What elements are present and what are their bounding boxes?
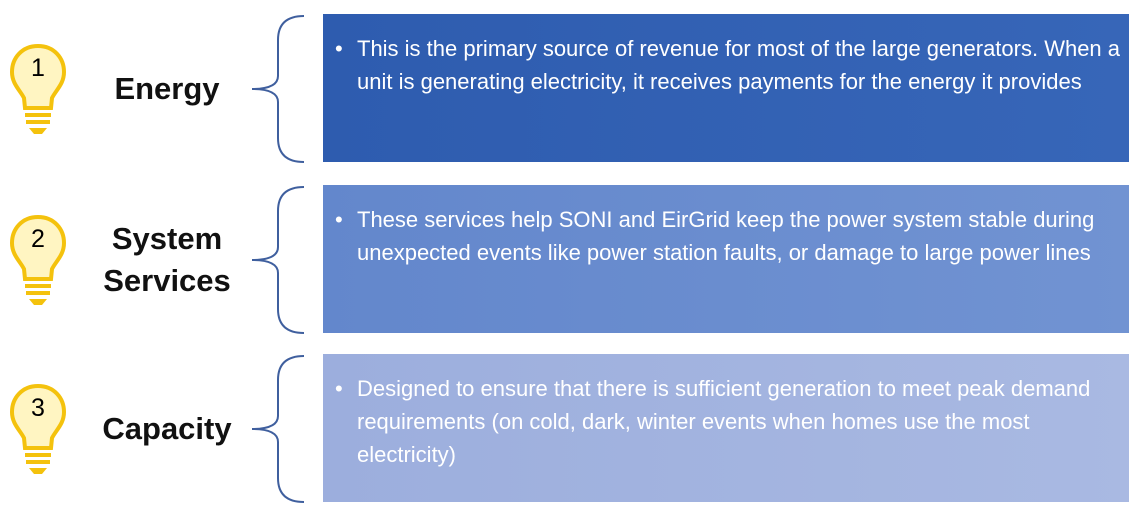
label: Capacity: [102, 411, 232, 446]
number: 2: [31, 225, 45, 253]
brace: [251, 15, 305, 163]
description-box: This is the primary source of revenue fo…: [323, 14, 1129, 162]
label: System Services: [103, 221, 231, 298]
row: 1 Energy This is the primary source of r…: [0, 14, 1129, 164]
bulb-icon: [9, 43, 67, 134]
number: 1: [31, 54, 45, 82]
brace: [251, 186, 305, 334]
bulb-icon: [9, 214, 67, 305]
description-box: These services help SONI and EirGrid kee…: [323, 185, 1129, 333]
description-box: Designed to ensure that there is suffici…: [323, 354, 1129, 502]
row: 3 Capacity Designed to ensure that there…: [0, 354, 1129, 504]
bulb-icon: [9, 383, 67, 474]
number: 3: [31, 394, 45, 422]
brace: [251, 355, 305, 503]
label: Energy: [114, 71, 220, 106]
row: 2 System Services These services help SO…: [0, 185, 1129, 335]
